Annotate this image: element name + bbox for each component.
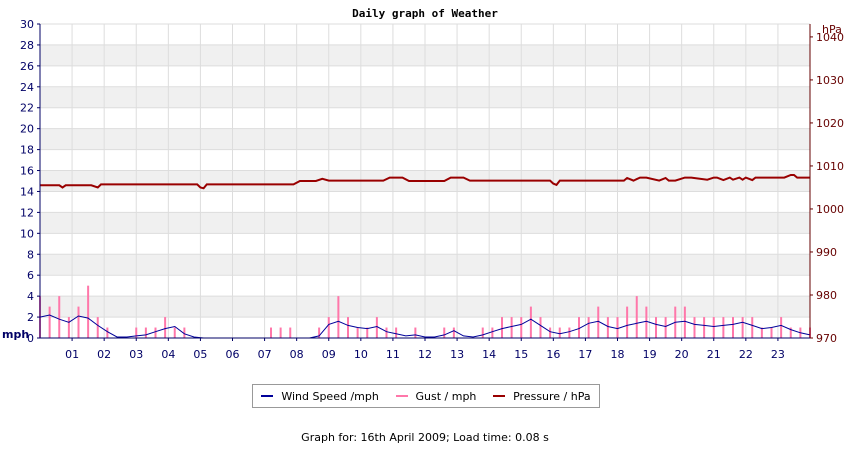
left-tick-label: 4	[27, 290, 34, 303]
x-tick-label: 12	[418, 348, 432, 361]
x-tick-label: 22	[739, 348, 753, 361]
right-tick-label: 980	[816, 289, 837, 302]
right-tick-label: 1010	[816, 160, 844, 173]
x-tick-label: 23	[771, 348, 785, 361]
left-tick-label: 20	[20, 123, 34, 136]
pressure-swatch-icon	[493, 395, 506, 397]
wind-speed-line	[39, 314, 811, 339]
x-tick-label: 04	[161, 348, 175, 361]
x-tick-label: 20	[675, 348, 689, 361]
legend-label-pressure: Pressure / hPa	[513, 389, 591, 403]
left-tick-label: 12	[20, 206, 34, 219]
wind-swatch-icon	[261, 395, 274, 397]
left-axis-unit: mph	[2, 328, 29, 341]
left-tick-label: 0	[27, 332, 34, 345]
right-tick-label: 1020	[816, 117, 844, 130]
x-tick-label: 15	[514, 348, 528, 361]
x-tick-label: 18	[611, 348, 625, 361]
x-tick-label: 08	[290, 348, 304, 361]
x-tick-label: 09	[322, 348, 336, 361]
left-tick-label: 8	[27, 248, 34, 261]
x-tick-label: 06	[226, 348, 240, 361]
left-tick-label: 28	[20, 39, 34, 52]
axes: 0246810121416182022242628309709809901000…	[20, 18, 844, 361]
right-tick-label: 990	[816, 246, 837, 259]
x-tick-label: 14	[482, 348, 496, 361]
right-tick-label: 1040	[816, 31, 844, 44]
right-axis-unit: hPa	[822, 23, 842, 36]
x-tick-label: 07	[258, 348, 272, 361]
legend-label-wind: Wind Speed /mph	[281, 389, 379, 403]
series-layer	[39, 174, 811, 339]
x-tick-label: 05	[193, 348, 207, 361]
legend-label-gust: Gust / mph	[415, 389, 477, 403]
x-tick-label: 01	[65, 348, 79, 361]
legend-item-wind: Wind Speed /mph	[261, 390, 379, 403]
x-tick-label: 11	[386, 348, 400, 361]
left-tick-label: 26	[20, 60, 34, 73]
weather-chart: Daily graph of Weather 02468101214161820…	[2, 7, 844, 361]
left-tick-label: 16	[20, 165, 34, 178]
footer-status: Graph for: 16th April 2009; Load time: 0…	[301, 431, 549, 444]
x-tick-label: 03	[129, 348, 143, 361]
left-tick-label: 24	[20, 81, 34, 94]
left-tick-label: 18	[20, 144, 34, 157]
right-tick-label: 970	[816, 332, 837, 345]
pressure-line	[40, 174, 810, 190]
legend-item-pressure: Pressure / hPa	[493, 390, 591, 403]
left-tick-label: 14	[20, 185, 34, 198]
chart-title: Daily graph of Weather	[352, 7, 498, 20]
legend: Wind Speed /mph Gust / mph Pressure / hP…	[252, 384, 600, 408]
left-tick-label: 22	[20, 102, 34, 115]
left-tick-label: 10	[20, 227, 34, 240]
x-tick-label: 13	[450, 348, 464, 361]
left-tick-label: 30	[20, 18, 34, 31]
left-tick-label: 2	[27, 311, 34, 324]
x-tick-label: 10	[354, 348, 368, 361]
x-tick-label: 02	[97, 348, 111, 361]
x-tick-label: 17	[578, 348, 592, 361]
gust-swatch-icon	[395, 395, 408, 397]
right-tick-label: 1030	[816, 74, 844, 87]
x-tick-label: 21	[707, 348, 721, 361]
left-tick-label: 6	[27, 269, 34, 282]
x-tick-label: 16	[546, 348, 560, 361]
legend-item-gust: Gust / mph	[395, 389, 477, 403]
right-tick-label: 1000	[816, 203, 844, 216]
x-tick-label: 19	[643, 348, 657, 361]
